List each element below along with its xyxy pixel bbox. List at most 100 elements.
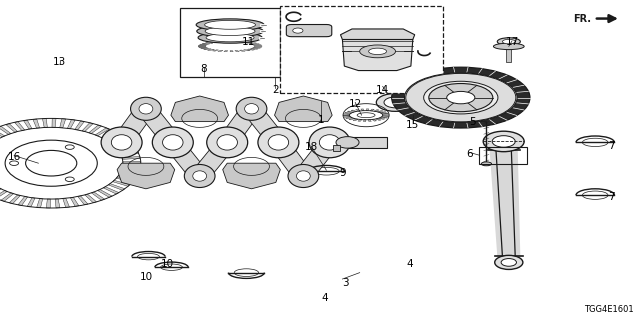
Polygon shape (253, 44, 262, 45)
Ellipse shape (424, 81, 498, 114)
Ellipse shape (292, 28, 303, 33)
Ellipse shape (65, 145, 74, 149)
Text: 14: 14 (376, 84, 389, 95)
Text: 7: 7 (608, 192, 614, 202)
Polygon shape (230, 51, 233, 52)
Bar (479, 147, 527, 164)
Ellipse shape (184, 164, 215, 188)
Polygon shape (198, 46, 206, 47)
Ellipse shape (447, 92, 475, 104)
Polygon shape (52, 118, 56, 127)
Polygon shape (368, 120, 371, 122)
Polygon shape (215, 41, 221, 43)
Polygon shape (121, 169, 140, 173)
Polygon shape (108, 184, 125, 190)
Bar (348, 137, 387, 148)
Polygon shape (89, 125, 102, 133)
Polygon shape (249, 43, 257, 44)
Polygon shape (117, 163, 175, 189)
Polygon shape (361, 109, 364, 111)
Ellipse shape (101, 127, 142, 158)
Ellipse shape (501, 259, 516, 266)
Text: TGG4E1601: TGG4E1601 (584, 305, 634, 314)
Ellipse shape (376, 93, 415, 111)
Polygon shape (356, 109, 360, 111)
Polygon shape (116, 177, 134, 182)
Text: 16: 16 (8, 152, 20, 162)
Polygon shape (241, 41, 248, 43)
Text: 6: 6 (466, 148, 472, 159)
Polygon shape (253, 47, 260, 48)
Ellipse shape (483, 131, 524, 152)
Ellipse shape (493, 43, 524, 50)
Polygon shape (204, 49, 211, 50)
Polygon shape (101, 131, 116, 139)
Polygon shape (122, 156, 140, 159)
Ellipse shape (152, 127, 193, 158)
Ellipse shape (26, 150, 77, 176)
Text: 8: 8 (200, 64, 207, 74)
Polygon shape (0, 126, 11, 134)
Polygon shape (247, 49, 255, 50)
Polygon shape (343, 115, 349, 116)
Polygon shape (381, 113, 388, 114)
Ellipse shape (492, 136, 515, 147)
Text: 10: 10 (140, 272, 152, 282)
Polygon shape (346, 117, 352, 119)
Ellipse shape (384, 97, 407, 108)
Polygon shape (75, 121, 84, 130)
Polygon shape (84, 194, 97, 203)
Ellipse shape (236, 97, 267, 120)
Polygon shape (95, 128, 109, 136)
Ellipse shape (65, 177, 74, 181)
Polygon shape (382, 116, 389, 117)
Ellipse shape (404, 73, 517, 122)
Polygon shape (344, 116, 351, 117)
Polygon shape (205, 42, 213, 44)
Polygon shape (82, 123, 93, 132)
Ellipse shape (495, 255, 523, 269)
Ellipse shape (296, 171, 310, 181)
Polygon shape (349, 118, 355, 120)
Text: 2: 2 (272, 84, 278, 95)
Ellipse shape (198, 32, 262, 43)
Polygon shape (374, 110, 379, 111)
Polygon shape (198, 47, 207, 48)
Polygon shape (70, 197, 79, 206)
FancyBboxPatch shape (286, 25, 332, 37)
Ellipse shape (429, 84, 493, 112)
Polygon shape (171, 96, 228, 122)
Polygon shape (98, 189, 112, 197)
Polygon shape (92, 192, 105, 200)
Polygon shape (15, 122, 25, 131)
Ellipse shape (5, 140, 97, 186)
Polygon shape (33, 119, 40, 128)
Polygon shape (120, 152, 139, 156)
Polygon shape (106, 135, 122, 141)
Polygon shape (490, 150, 520, 256)
Polygon shape (372, 119, 376, 121)
Polygon shape (198, 45, 206, 46)
Ellipse shape (497, 38, 520, 45)
Polygon shape (292, 142, 341, 176)
Text: 13: 13 (53, 57, 66, 68)
Polygon shape (240, 109, 290, 142)
Polygon shape (342, 39, 413, 70)
Ellipse shape (207, 127, 248, 158)
Polygon shape (36, 199, 43, 208)
Text: 17: 17 (506, 37, 518, 47)
Polygon shape (267, 142, 315, 176)
Text: 5: 5 (469, 117, 476, 127)
Polygon shape (364, 120, 366, 122)
Polygon shape (221, 41, 225, 42)
Polygon shape (24, 120, 32, 129)
Polygon shape (42, 118, 47, 128)
Polygon shape (207, 49, 214, 51)
Polygon shape (60, 119, 66, 128)
Ellipse shape (392, 67, 530, 128)
Ellipse shape (163, 135, 183, 150)
Ellipse shape (111, 135, 132, 150)
Polygon shape (237, 41, 243, 42)
Polygon shape (216, 109, 263, 142)
Ellipse shape (288, 164, 319, 188)
